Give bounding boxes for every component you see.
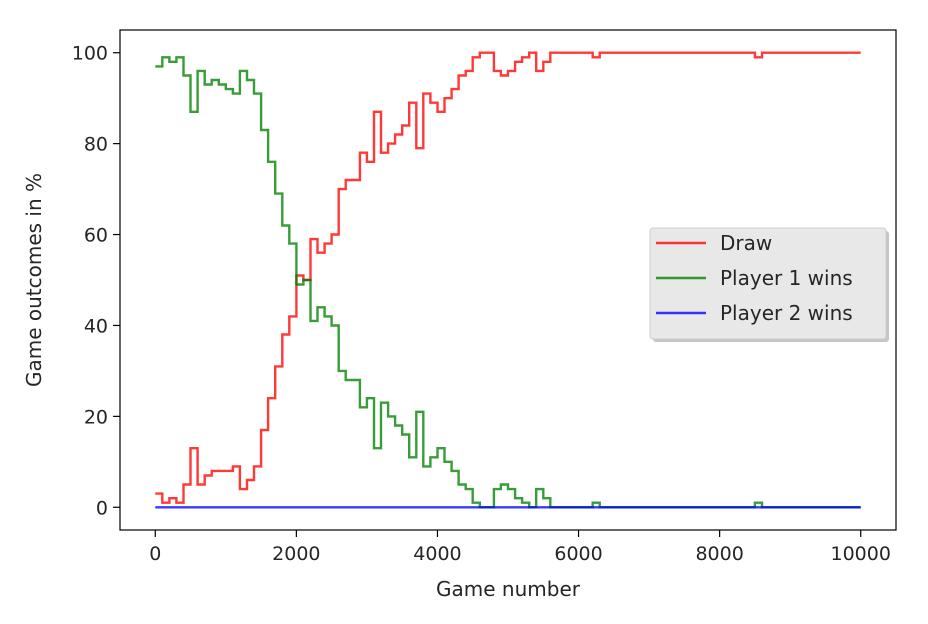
series-line-draw [155, 51, 861, 504]
x-tick-label: 2000 [272, 543, 320, 565]
legend-label-draw: Draw [720, 231, 772, 255]
y-tick-label: 100 [72, 43, 108, 65]
legend: Draw Player 1 wins Player 2 wins [649, 227, 889, 342]
x-tick-label: 10000 [831, 543, 891, 565]
legend-label-player-1-wins: Player 1 wins [720, 266, 853, 290]
x-tick-label: 0 [149, 543, 161, 565]
y-axis-label: Game outcomes in % [22, 173, 46, 387]
legend-box [649, 227, 887, 340]
y-tick-label: 40 [84, 315, 108, 337]
ticks-layer: 0 2000 4000 6000 8000 10000 0 20 40 60 80 100 [72, 43, 891, 565]
series-line-player-1-wins [155, 56, 861, 509]
x-tick-label: 6000 [554, 543, 602, 565]
legend-label-player-2-wins: Player 2 wins [720, 301, 853, 325]
series-layer [155, 51, 861, 509]
y-tick-label: 60 [84, 225, 108, 247]
y-tick-label: 20 [84, 406, 108, 428]
y-tick-label: 80 [84, 134, 108, 156]
x-axis-label: Game number [436, 577, 581, 601]
y-tick-label: 0 [96, 497, 108, 519]
plot-frame [119, 29, 897, 531]
x-tick-label: 4000 [413, 543, 461, 565]
x-tick-label: 8000 [695, 543, 743, 565]
